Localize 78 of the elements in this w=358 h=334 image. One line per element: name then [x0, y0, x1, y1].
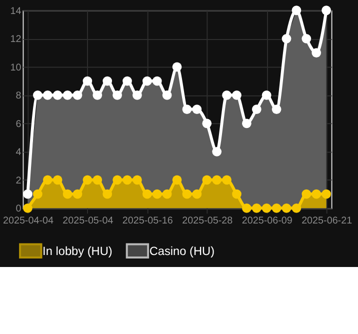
point — [312, 48, 322, 58]
point — [182, 104, 192, 114]
point — [312, 189, 322, 199]
point — [23, 203, 32, 213]
point — [182, 189, 192, 199]
y-tick-label: 10 — [10, 62, 22, 74]
point — [292, 6, 302, 16]
point — [142, 189, 152, 199]
legend-label: In lobby (HU) — [42, 244, 112, 258]
point — [23, 189, 32, 199]
point — [42, 90, 52, 100]
point — [282, 34, 292, 44]
point — [242, 203, 252, 213]
point — [82, 76, 92, 86]
point — [42, 175, 52, 185]
point — [232, 90, 242, 100]
point — [152, 76, 162, 86]
point — [212, 146, 222, 156]
point — [52, 175, 62, 185]
point — [112, 175, 122, 185]
x-tick-label: 2025-04-04 — [2, 215, 54, 226]
point — [72, 189, 82, 199]
point — [102, 76, 112, 86]
point — [82, 175, 92, 185]
point — [252, 104, 262, 114]
point — [162, 90, 172, 100]
point — [92, 175, 102, 185]
point — [322, 6, 332, 16]
point — [302, 34, 312, 44]
y-tick-label: 8 — [16, 90, 22, 102]
point — [62, 189, 72, 199]
y-tick-label: 12 — [10, 34, 22, 46]
y-tick-label: 2 — [16, 175, 22, 186]
point — [32, 189, 42, 199]
point — [302, 189, 312, 199]
point — [32, 90, 42, 100]
x-tick-label: 2025-06-21 — [302, 215, 353, 226]
y-tick-label: 6 — [16, 118, 22, 130]
x-tick-label: 2025-05-16 — [122, 215, 174, 226]
point — [192, 104, 202, 114]
point — [142, 76, 152, 86]
point — [62, 90, 72, 100]
x-tick-label: 2025-06-09 — [242, 215, 293, 226]
point — [272, 203, 282, 213]
point — [162, 189, 172, 199]
point — [222, 90, 232, 100]
point — [192, 189, 202, 199]
point — [122, 76, 132, 86]
point — [202, 175, 212, 185]
point — [152, 189, 162, 199]
y-tick-label: 0 — [16, 204, 22, 215]
point — [72, 90, 82, 100]
point — [132, 175, 142, 185]
point — [202, 118, 212, 128]
point — [172, 62, 182, 72]
point — [122, 175, 132, 185]
y-tick-label: 14 — [10, 6, 22, 17]
point — [52, 90, 62, 100]
point — [222, 175, 232, 185]
y-tick-label: 4 — [16, 147, 22, 158]
point — [102, 189, 112, 199]
point — [262, 203, 272, 213]
point — [252, 203, 262, 213]
point — [92, 90, 102, 100]
point — [262, 90, 272, 100]
x-tick-label: 2025-05-04 — [62, 215, 114, 226]
point — [172, 175, 182, 185]
legend-label: Casino (HU) — [149, 244, 215, 258]
point — [232, 189, 242, 199]
point — [282, 203, 292, 213]
point — [212, 175, 222, 185]
point — [322, 189, 332, 199]
x-tick-label: 2025-05-28 — [182, 215, 234, 226]
point — [132, 90, 142, 100]
point — [272, 104, 282, 114]
point — [112, 90, 122, 100]
point — [242, 118, 252, 128]
point — [292, 203, 302, 213]
